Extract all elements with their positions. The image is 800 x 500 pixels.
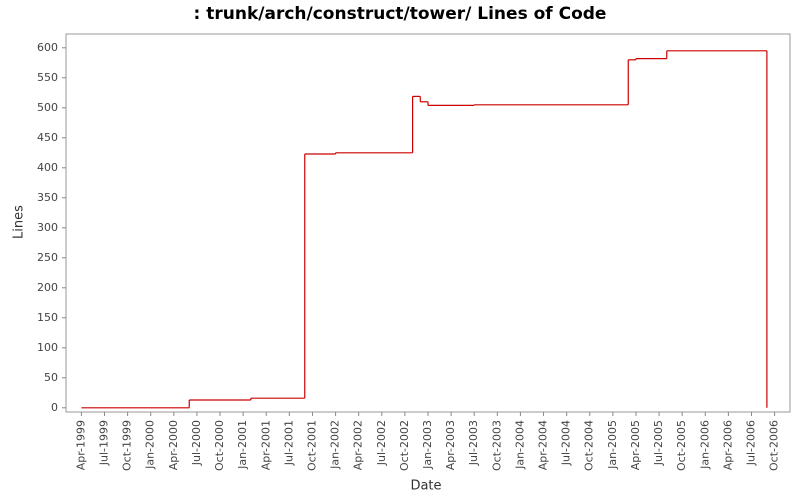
- y-tick-label: 400: [37, 161, 58, 174]
- y-tick-label: 300: [37, 221, 58, 234]
- x-tick-label: Oct-2005: [675, 420, 688, 471]
- y-tick-label: 100: [37, 341, 58, 354]
- x-tick-label: Jan-2000: [144, 420, 157, 470]
- y-tick-label: 50: [44, 371, 58, 384]
- y-tick-label: 250: [37, 251, 58, 264]
- y-tick-label: 150: [37, 311, 58, 324]
- chart-title: : trunk/arch/construct/tower/ Lines of C…: [194, 4, 607, 24]
- x-tick-label: Apr-1999: [74, 420, 87, 470]
- x-tick-label: Apr-2003: [444, 420, 457, 470]
- y-tick-label: 0: [51, 401, 58, 414]
- x-tick-label: Jan-2002: [329, 420, 342, 470]
- x-tick-label: Jul-2004: [560, 420, 573, 466]
- x-tick-label: Jul-2003: [467, 420, 480, 466]
- x-tick-label: Jul-1999: [98, 420, 111, 466]
- x-tick-label: Jan-2003: [421, 420, 434, 470]
- x-tick-label: Oct-2006: [768, 420, 781, 471]
- y-axis-label: Lines: [12, 205, 27, 239]
- y-tick-label: 500: [37, 101, 58, 114]
- x-tick-label: Jan-2005: [606, 420, 619, 470]
- x-tick-label: Jul-2005: [652, 420, 665, 466]
- x-tick-label: Oct-2004: [583, 420, 596, 471]
- x-tick-label: Oct-2001: [305, 420, 318, 471]
- x-tick-label: Jan-2004: [513, 420, 526, 470]
- x-tick-label: Oct-2000: [213, 420, 226, 471]
- x-tick-label: Apr-2002: [352, 420, 365, 470]
- x-tick-label: Oct-1999: [121, 420, 134, 471]
- x-tick-label: Apr-2001: [259, 420, 272, 470]
- y-tick-label: 550: [37, 71, 58, 84]
- plot-area: [65, 33, 791, 413]
- x-tick-label: Jul-2006: [744, 420, 757, 466]
- x-tick-label: Jul-2001: [282, 420, 295, 466]
- x-tick-label: Jan-2001: [236, 420, 249, 470]
- x-tick-label: Oct-2003: [490, 420, 503, 471]
- x-tick-label: Jul-2002: [375, 420, 388, 466]
- x-tick-label: Oct-2002: [398, 420, 411, 471]
- y-tick-label: 200: [37, 281, 58, 294]
- x-tick-label: Apr-2004: [537, 420, 550, 470]
- y-tick-label: 600: [37, 41, 58, 54]
- x-tick-label: Jan-2006: [698, 420, 711, 470]
- x-tick-label: Apr-2006: [721, 420, 734, 470]
- y-tick-label: 450: [37, 131, 58, 144]
- y-tick-label: 350: [37, 191, 58, 204]
- x-tick-label: Jul-2000: [190, 420, 203, 466]
- x-tick-label: Apr-2000: [167, 420, 180, 470]
- x-axis-label: Date: [410, 479, 441, 494]
- x-tick-label: Apr-2005: [629, 420, 642, 470]
